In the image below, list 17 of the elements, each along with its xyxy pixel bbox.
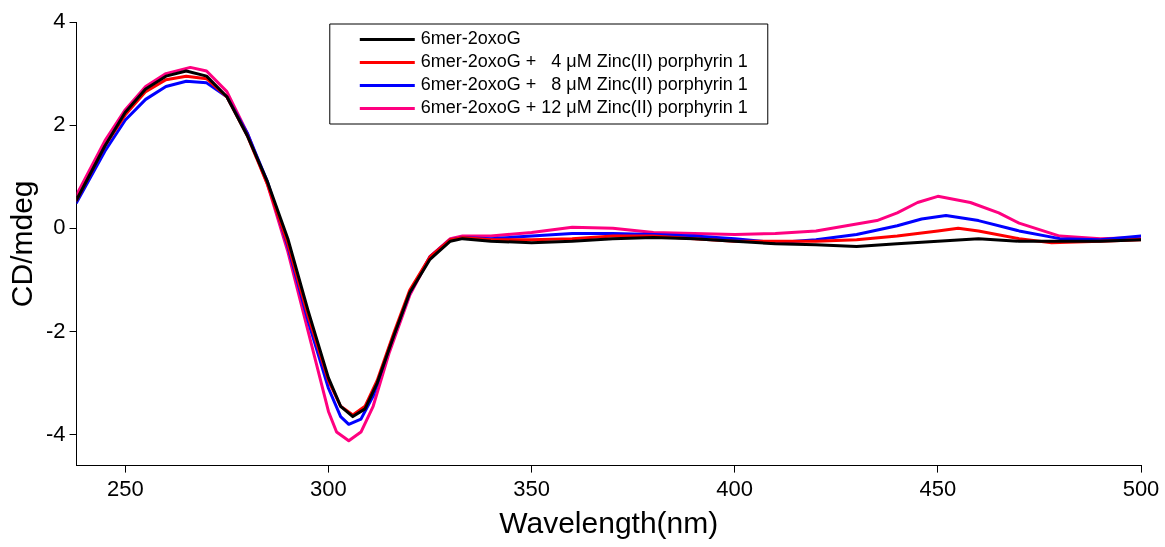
legend-label: 6mer-2oxoG + 12 μM Zinc(II) porphyrin 1	[420, 97, 748, 118]
y-tick-label: 4	[53, 8, 66, 34]
x-tick-label: 300	[310, 475, 347, 501]
x-tick-label: 450	[919, 475, 957, 501]
legend-label: 6mer-2oxoG + 4 μM Zinc(II) porphyrin 1	[420, 51, 748, 72]
x-tick-label: 250	[106, 475, 144, 501]
x-tick-label: 400	[716, 475, 754, 501]
legend-label: 6mer-2oxoG	[420, 28, 521, 49]
y-axis-title: CD/mdeg	[5, 180, 39, 308]
y-tick-label: -4	[46, 420, 66, 446]
y-tick-label: -2	[46, 317, 66, 343]
y-tick-label: 0	[53, 214, 66, 240]
x-tick-label: 500	[1122, 475, 1160, 501]
x-tick-label: 350	[513, 475, 550, 501]
y-tick-label: 2	[53, 111, 66, 137]
legend-label: 6mer-2oxoG + 8 μM Zinc(II) porphyrin 1	[420, 74, 748, 95]
x-axis-title: Wavelength(nm)	[499, 506, 719, 540]
